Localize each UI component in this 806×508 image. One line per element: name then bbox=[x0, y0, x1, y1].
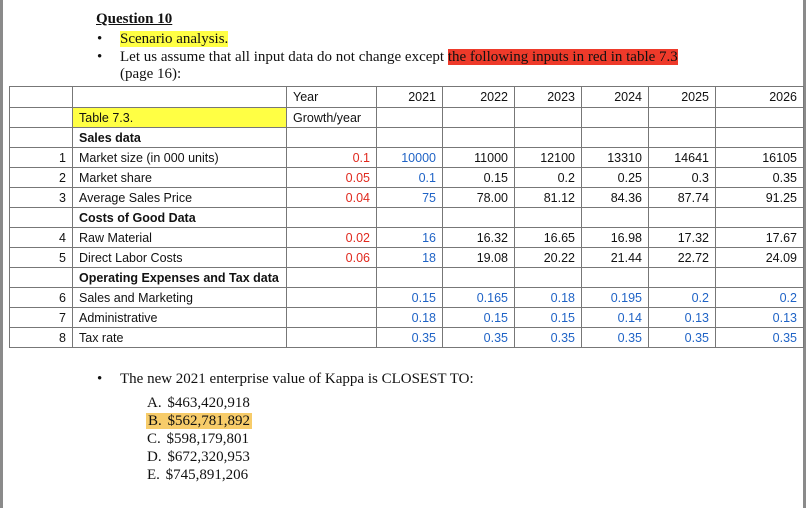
bullet-icon: • bbox=[97, 31, 103, 47]
year-2021: 2021 bbox=[376, 86, 443, 108]
table-row: 6 Sales and Marketing 0.15 0.165 0.18 0.… bbox=[9, 287, 804, 308]
table-row: 1 Market size (in 000 units) 0.1 10000 1… bbox=[9, 147, 804, 168]
bullet-icon: • bbox=[97, 49, 103, 65]
section-cogs: Costs of Good Data bbox=[72, 207, 287, 228]
bullet-scenario: Scenario analysis. bbox=[120, 31, 229, 48]
option-a[interactable]: A. $463,420,918 bbox=[147, 395, 250, 411]
table-row: 5 Direct Labor Costs 0.06 18 19.08 20.22… bbox=[9, 247, 804, 268]
section-row: Sales data bbox=[9, 127, 804, 148]
assumption-line2: (page 16): bbox=[120, 66, 182, 82]
section-row: Operating Expenses and Tax data bbox=[9, 267, 804, 288]
year-2024: 2024 bbox=[581, 86, 649, 108]
year-2022: 2022 bbox=[442, 86, 515, 108]
assumption-text: Let us assume that all input data do not… bbox=[120, 49, 448, 65]
answer-options: A. $463,420,918 B. $562,781,892 C. $598,… bbox=[146, 394, 253, 484]
table-title-row: Table 7.3. Growth/year bbox=[9, 107, 804, 128]
table-row: 4 Raw Material 0.02 16 16.32 16.65 16.98… bbox=[9, 227, 804, 248]
question-title: Question 10 bbox=[96, 11, 173, 27]
scenario-text: Scenario analysis. bbox=[120, 31, 229, 47]
growth-label: Growth/year bbox=[286, 107, 377, 128]
option-b[interactable]: B. $562,781,892 bbox=[146, 413, 253, 429]
bullet-icon: • bbox=[97, 371, 103, 387]
bullet-assumption: Let us assume that all input data do not… bbox=[120, 49, 678, 66]
question-prompt: The new 2021 enterprise value of Kappa i… bbox=[120, 371, 474, 387]
year-label: Year bbox=[286, 86, 377, 108]
option-c[interactable]: C. $598,179,801 bbox=[147, 431, 250, 447]
section-row: Costs of Good Data bbox=[9, 207, 804, 228]
table-row: 7 Administrative 0.18 0.15 0.15 0.14 0.1… bbox=[9, 307, 804, 328]
red-highlight-text: the following inputs in red in table 7.3 bbox=[447, 49, 678, 65]
year-2023: 2023 bbox=[514, 86, 582, 108]
table-7-3: Year 2021 2022 2023 2024 2025 2026 Table… bbox=[9, 86, 804, 348]
window-left-edge bbox=[0, 0, 3, 508]
table-row: 8 Tax rate 0.35 0.35 0.35 0.35 0.35 0.35 bbox=[9, 327, 804, 348]
year-2026: 2026 bbox=[715, 86, 804, 108]
option-d[interactable]: D. $672,320,953 bbox=[147, 449, 250, 465]
section-sales: Sales data bbox=[72, 127, 287, 148]
section-opex: Operating Expenses and Tax data bbox=[72, 267, 287, 288]
table-title: Table 7.3. bbox=[72, 107, 287, 128]
table-header-row: Year 2021 2022 2023 2024 2025 2026 bbox=[9, 86, 804, 108]
window-right-edge bbox=[803, 0, 806, 508]
option-e[interactable]: E. $745,891,206 bbox=[147, 467, 249, 483]
year-2025: 2025 bbox=[648, 86, 716, 108]
table-row: 2 Market share 0.05 0.1 0.15 0.2 0.25 0.… bbox=[9, 167, 804, 188]
table-row: 3 Average Sales Price 0.04 75 78.00 81.1… bbox=[9, 187, 804, 208]
